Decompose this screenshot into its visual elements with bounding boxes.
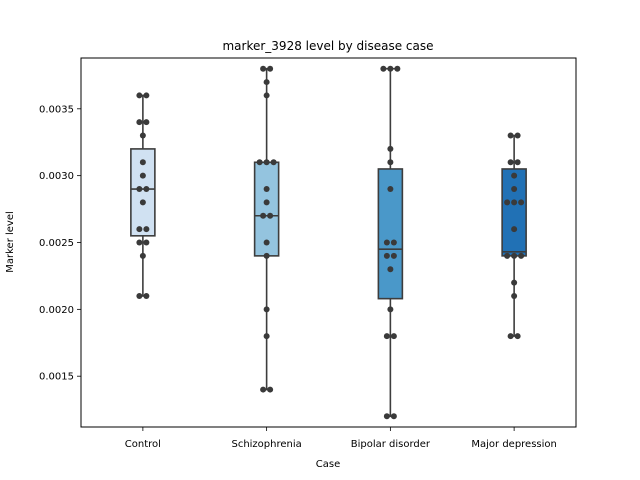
y-axis-label: Marker level xyxy=(5,211,16,273)
data-point xyxy=(263,239,270,246)
data-point xyxy=(383,252,390,259)
data-point xyxy=(139,199,146,206)
data-point xyxy=(143,119,150,126)
box-group xyxy=(501,134,527,337)
data-point xyxy=(387,145,394,152)
data-point xyxy=(387,159,394,166)
data-point xyxy=(143,226,150,233)
x-axis-label: Case xyxy=(316,459,340,470)
y-tick-label: 0.0020 xyxy=(39,305,74,316)
data-point xyxy=(256,159,263,166)
data-point xyxy=(514,132,521,139)
data-point xyxy=(383,239,390,246)
data-point xyxy=(136,119,143,126)
data-point xyxy=(139,159,146,166)
data-point xyxy=(270,159,277,166)
box-iqr xyxy=(377,168,404,300)
data-point xyxy=(267,386,274,393)
data-point xyxy=(390,333,397,340)
data-point xyxy=(390,252,397,259)
data-point xyxy=(263,306,270,313)
box-group xyxy=(130,94,156,297)
data-point xyxy=(518,252,525,259)
data-point xyxy=(387,266,394,273)
data-point xyxy=(511,172,518,179)
data-point xyxy=(263,79,270,86)
data-point xyxy=(380,65,387,72)
data-point xyxy=(143,92,150,99)
data-point xyxy=(511,199,518,206)
data-point xyxy=(267,65,274,72)
data-point xyxy=(136,186,143,193)
x-tick-label: Schizophrenia xyxy=(231,439,301,450)
data-point xyxy=(507,132,514,139)
x-tick-label: Control xyxy=(125,439,161,450)
data-point xyxy=(143,186,150,193)
data-point xyxy=(507,333,514,340)
data-point xyxy=(511,186,518,193)
data-point xyxy=(514,333,521,340)
data-point xyxy=(394,65,401,72)
data-point xyxy=(387,186,394,193)
data-point xyxy=(263,199,270,206)
x-tick-label: Major depression xyxy=(471,439,557,450)
data-point xyxy=(504,252,511,259)
x-tick-label: Bipolar disorder xyxy=(351,439,431,450)
data-point xyxy=(136,292,143,299)
data-point xyxy=(143,239,150,246)
data-point xyxy=(504,199,511,206)
y-tick-label: 0.0015 xyxy=(39,372,74,383)
plot-area: 0.0015 0.0020 0.0025 0.0030 0.0035 Control Sch… xyxy=(39,57,577,450)
data-point xyxy=(390,413,397,420)
data-point xyxy=(136,239,143,246)
data-point xyxy=(263,159,270,166)
data-point xyxy=(263,186,270,193)
data-point xyxy=(387,306,394,313)
data-point xyxy=(511,226,518,233)
data-point xyxy=(260,212,267,219)
data-point xyxy=(139,172,146,179)
box-group xyxy=(253,67,280,391)
data-point xyxy=(511,279,518,286)
box-group xyxy=(377,67,404,418)
data-point xyxy=(511,252,518,259)
data-point xyxy=(136,226,143,233)
data-point xyxy=(263,252,270,259)
data-point xyxy=(139,252,146,259)
data-point xyxy=(267,212,274,219)
data-point xyxy=(390,239,397,246)
data-point xyxy=(518,199,525,206)
data-point xyxy=(514,159,521,166)
box-iqr xyxy=(501,168,527,257)
y-tick-label: 0.0030 xyxy=(39,171,74,182)
data-point xyxy=(139,132,146,139)
data-point xyxy=(260,65,267,72)
data-point xyxy=(511,292,518,299)
data-point xyxy=(383,333,390,340)
y-tick-label: 0.0025 xyxy=(39,238,74,249)
data-point xyxy=(143,292,150,299)
data-point xyxy=(136,92,143,99)
y-tick-label: 0.0035 xyxy=(39,104,74,115)
data-point xyxy=(263,333,270,340)
data-point xyxy=(263,92,270,99)
chart-title: marker_3928 level by disease case xyxy=(222,39,433,53)
data-point xyxy=(383,413,390,420)
data-point xyxy=(260,386,267,393)
data-point xyxy=(387,65,394,72)
data-point xyxy=(507,159,514,166)
